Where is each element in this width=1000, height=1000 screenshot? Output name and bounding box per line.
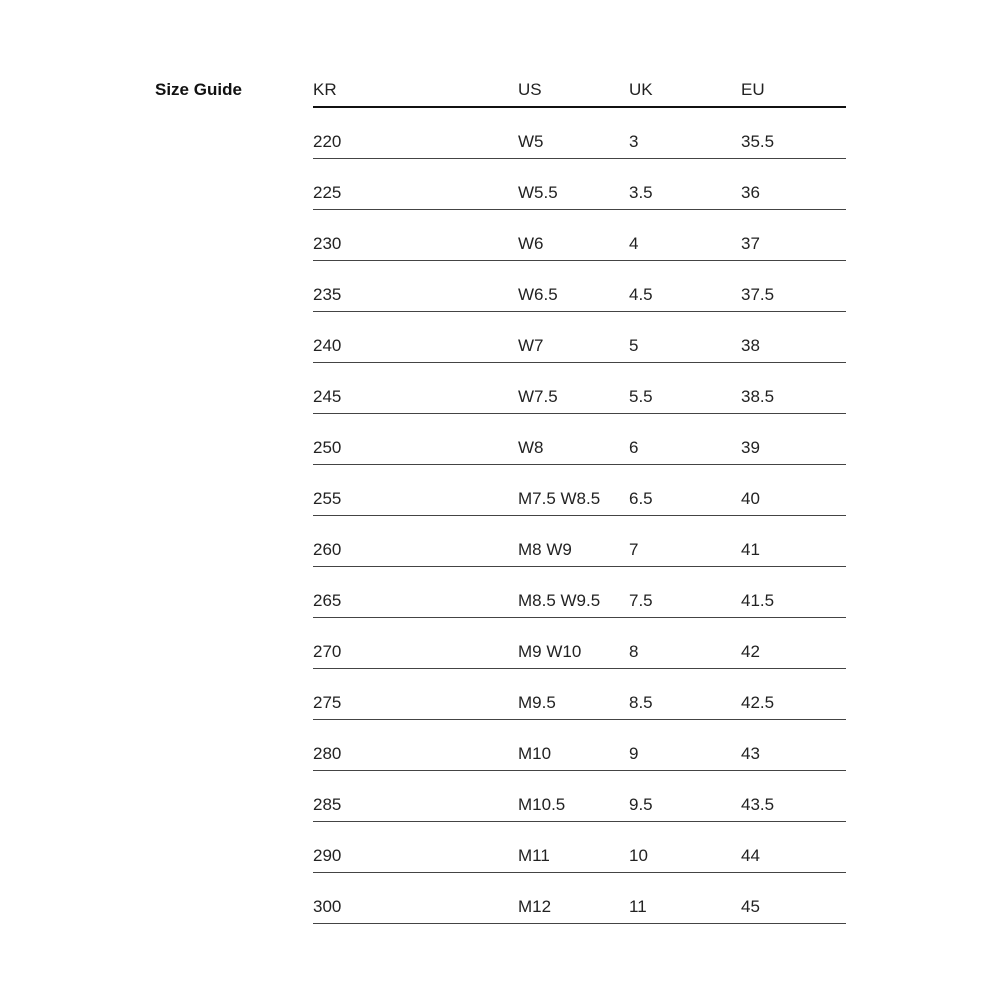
cell-kr: 275 (313, 693, 342, 712)
cell-uk: 5.5 (629, 387, 653, 406)
cell-uk: 6.5 (629, 489, 653, 508)
cell-us: W6.5 (518, 285, 558, 304)
cell-uk: 6 (629, 438, 639, 457)
cell-eu: 35.5 (741, 132, 775, 151)
table-row: 260 M8 W9 7 41 (313, 516, 846, 567)
cell-us: M9.5 (518, 693, 556, 712)
cell-us: M9 W10 (518, 642, 582, 661)
cell-eu: 42 (741, 642, 760, 661)
cell-kr: 280 (313, 744, 342, 763)
table-row: 235 W6.5 4.5 37.5 (313, 261, 846, 312)
table-row: 240 W7 5 38 (313, 312, 846, 363)
cell-uk: 4 (629, 234, 639, 253)
cell-uk: 7.5 (629, 591, 653, 610)
cell-eu: 42.5 (741, 693, 775, 712)
cell-us: W5 (518, 132, 544, 151)
cell-us: M8 W9 (518, 540, 572, 559)
table-row: 300 M12 11 45 (313, 873, 846, 924)
cell-uk: 11 (629, 897, 647, 916)
table-row: 280 M10 9 43 (313, 720, 846, 771)
cell-eu: 43 (741, 744, 760, 763)
cell-us: M12 (518, 897, 552, 916)
cell-uk: 10 (629, 846, 648, 865)
cell-us: W8 (518, 438, 544, 457)
table-row: 250 W8 6 39 (313, 414, 846, 465)
table-row: 230 W6 4 37 (313, 210, 846, 261)
cell-eu: 38.5 (741, 387, 775, 406)
cell-eu: 38 (741, 336, 760, 355)
cell-eu: 39 (741, 438, 760, 457)
cell-us: M10 (518, 744, 552, 763)
cell-uk: 3 (629, 132, 639, 151)
cell-kr: 270 (313, 642, 342, 661)
size-table: KR US UK EU 220 W5 3 35.5 225 W5.5 3.5 36 230 W6 4… (313, 80, 846, 924)
cell-kr: 290 (313, 846, 342, 865)
table-row: 265 M8.5 W9.5 7.5 41.5 (313, 567, 846, 618)
cell-us: W5.5 (518, 183, 558, 202)
cell-uk: 8.5 (629, 693, 653, 712)
table-row: 245 W7.5 5.5 38.5 (313, 363, 846, 414)
cell-uk: 9.5 (629, 795, 653, 814)
cell-eu: 37 (741, 234, 760, 253)
cell-kr: 260 (313, 540, 342, 559)
cell-uk: 5 (629, 336, 639, 355)
cell-us: W7 (518, 336, 544, 355)
cell-kr: 230 (313, 234, 342, 253)
table-header: KR US UK EU (313, 80, 846, 108)
cell-eu: 41.5 (741, 591, 775, 610)
header-uk: UK (629, 80, 653, 99)
cell-eu: 37.5 (741, 285, 775, 304)
cell-kr: 300 (313, 897, 342, 916)
cell-us: M11 (518, 846, 550, 865)
table-row: 220 W5 3 35.5 (313, 108, 846, 159)
table-body: 220 W5 3 35.5 225 W5.5 3.5 36 230 W6 4 37 235 W6.5 4.5… (313, 108, 846, 924)
cell-eu: 45 (741, 897, 760, 916)
cell-kr: 285 (313, 795, 342, 814)
cell-eu: 40 (741, 489, 760, 508)
table-row: 285 M10.5 9.5 43.5 (313, 771, 846, 822)
cell-kr: 240 (313, 336, 342, 355)
cell-eu: 41 (741, 540, 760, 559)
cell-eu: 36 (741, 183, 760, 202)
cell-kr: 220 (313, 132, 342, 151)
cell-kr: 265 (313, 591, 342, 610)
cell-kr: 235 (313, 285, 342, 304)
table-row: 270 M9 W10 8 42 (313, 618, 846, 669)
cell-eu: 43.5 (741, 795, 775, 814)
cell-kr: 245 (313, 387, 342, 406)
cell-us: M7.5 W8.5 (518, 489, 601, 508)
header-kr: KR (313, 80, 337, 99)
cell-kr: 225 (313, 183, 342, 202)
table-row: 290 M11 10 44 (313, 822, 846, 873)
header-eu: EU (741, 80, 765, 99)
cell-us: W7.5 (518, 387, 558, 406)
cell-uk: 8 (629, 642, 639, 661)
cell-us: M8.5 W9.5 (518, 591, 601, 610)
header-us: US (518, 80, 542, 99)
cell-uk: 7 (629, 540, 639, 559)
cell-uk: 9 (629, 744, 639, 763)
cell-kr: 250 (313, 438, 342, 457)
cell-kr: 255 (313, 489, 342, 508)
cell-uk: 3.5 (629, 183, 653, 202)
table-row: 275 M9.5 8.5 42.5 (313, 669, 846, 720)
cell-us: M10.5 (518, 795, 566, 814)
cell-eu: 44 (741, 846, 760, 865)
cell-us: W6 (518, 234, 544, 253)
size-guide-title: Size Guide (155, 80, 242, 99)
cell-uk: 4.5 (629, 285, 653, 304)
table-row: 255 M7.5 W8.5 6.5 40 (313, 465, 846, 516)
table-row: 225 W5.5 3.5 36 (313, 159, 846, 210)
